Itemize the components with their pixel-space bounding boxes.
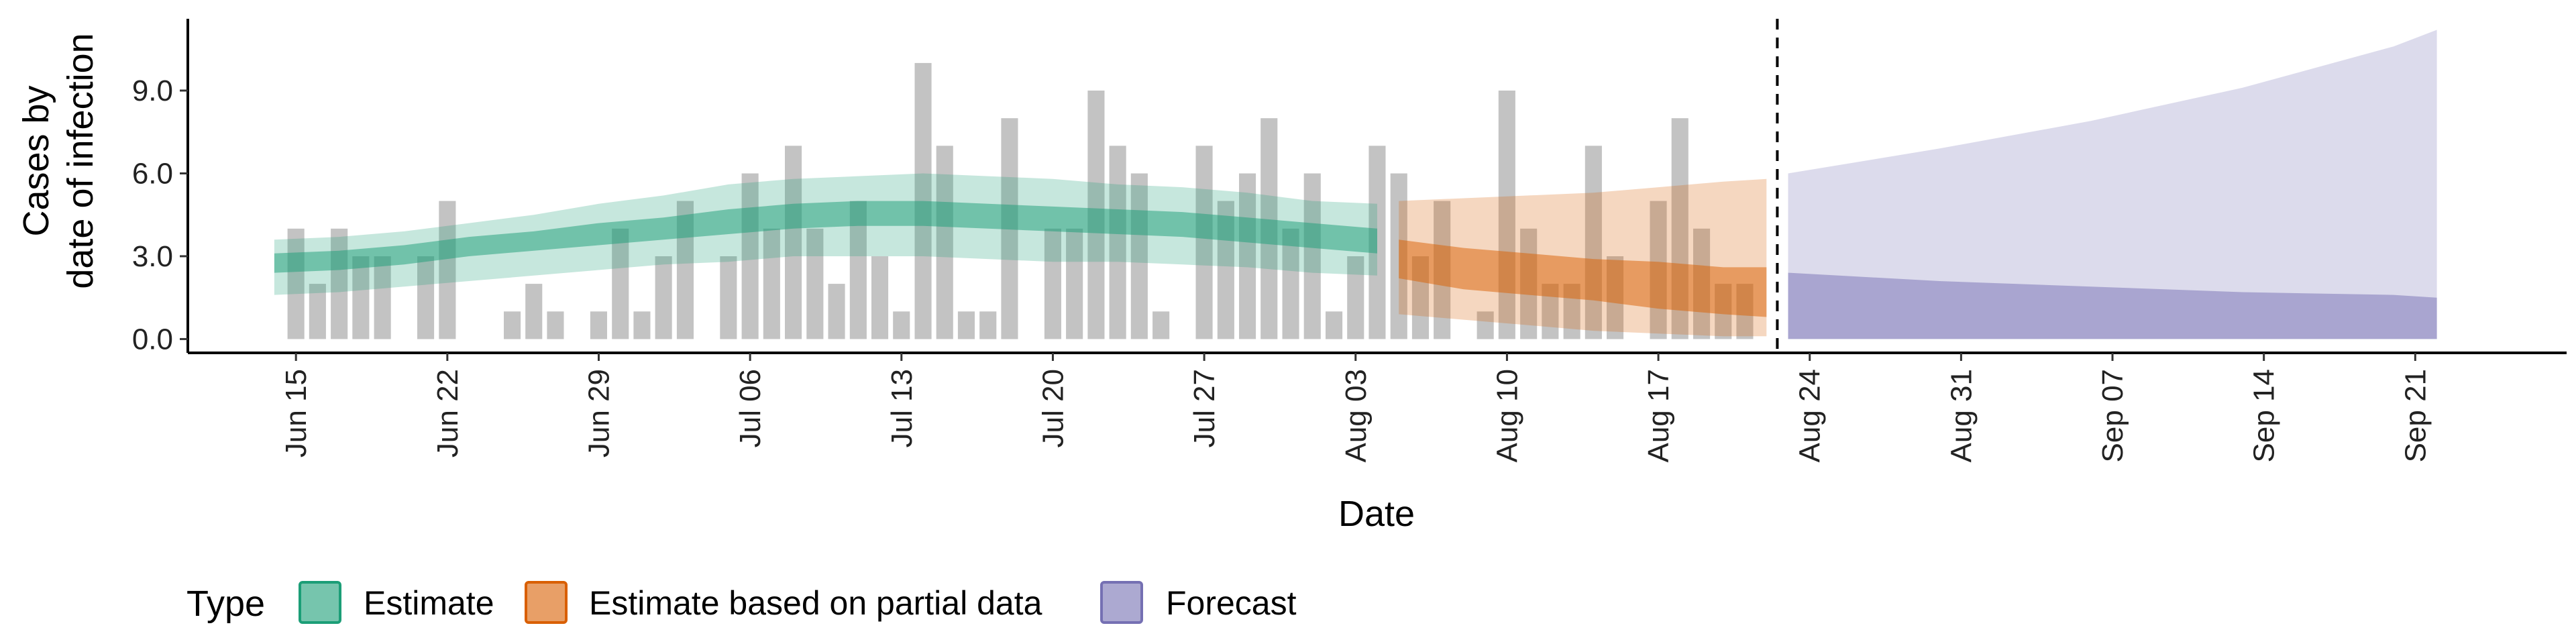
case-bar — [1044, 228, 1061, 339]
legend-label-estimate: Estimate — [364, 584, 494, 622]
x-tick-label: Jun 29 — [583, 369, 616, 458]
case-bar — [1195, 146, 1213, 339]
x-tick-label: Jun 15 — [280, 369, 313, 458]
case-bar — [374, 256, 391, 339]
case-bar — [1347, 256, 1364, 339]
legend-label-partial: Estimate based on partial data — [589, 584, 1042, 622]
case-bar — [1066, 228, 1083, 339]
legend-entry-estimate: Estimate — [299, 581, 494, 624]
x-tick-label: Aug 24 — [1794, 369, 1827, 462]
forecast-band-90 — [1788, 30, 2437, 339]
y-axis-ticks: 0.0 3.0 6.0 9.0 — [132, 74, 188, 356]
y-tick-label: 0.0 — [132, 323, 173, 356]
x-tick-label: Jul 13 — [885, 369, 918, 447]
y-tick-label: 3.0 — [132, 240, 173, 273]
case-bar — [1282, 228, 1299, 339]
x-tick-label: Aug 03 — [1340, 369, 1373, 462]
legend-title: Type — [186, 584, 265, 624]
case-bar — [309, 284, 326, 339]
case-bar — [1498, 91, 1515, 339]
estimate-bands — [274, 30, 2437, 339]
x-tick-label: Jul 20 — [1037, 369, 1070, 447]
x-tick-label: Jul 06 — [734, 369, 767, 447]
case-bar — [1477, 311, 1494, 339]
case-bar — [957, 311, 975, 339]
legend-entry-partial: Estimate based on partial data — [525, 581, 1042, 624]
estimate-band-50 — [274, 201, 1377, 273]
case-bar — [763, 228, 780, 339]
x-tick-label: Sep 14 — [2248, 369, 2281, 462]
case-bar — [893, 311, 910, 339]
legend-swatch-forecast — [1100, 581, 1143, 624]
case-bar — [655, 256, 672, 339]
x-tick-label: Jul 27 — [1188, 369, 1221, 447]
case-bar — [1239, 173, 1256, 339]
y-tick-label: 9.0 — [132, 74, 173, 107]
x-axis-title: Date — [1338, 494, 1415, 534]
case-bar — [979, 311, 997, 339]
forecast-band-50 — [1788, 272, 2437, 339]
case-bar — [590, 311, 607, 339]
case-bar — [1130, 173, 1148, 339]
case-bar — [1152, 311, 1170, 339]
case-bar — [504, 311, 521, 339]
y-tick-label: 6.0 — [132, 157, 173, 190]
case-bar — [417, 256, 435, 339]
case-bar — [871, 256, 889, 339]
case-bar — [331, 228, 348, 339]
estimate-band-90 — [274, 173, 1377, 295]
x-tick-label: Aug 10 — [1491, 369, 1523, 462]
y-axis-title-line-1: Cases by — [16, 85, 56, 236]
case-bar — [741, 173, 759, 339]
x-tick-label: Jun 22 — [431, 369, 464, 458]
case-bar — [828, 284, 845, 339]
legend-swatch-estimate — [299, 581, 341, 624]
case-bar — [525, 284, 543, 339]
case-bar — [1585, 146, 1602, 339]
x-tick-label: Aug 31 — [1945, 369, 1978, 462]
legend-label-forecast: Forecast — [1166, 584, 1297, 622]
x-axis-ticks: Jun 15 Jun 22 Jun 29 Jul 06 Jul 13 Jul 20 Jul … — [280, 353, 2432, 463]
case-bar — [633, 311, 651, 339]
case-bar — [720, 256, 737, 339]
x-tick-label: Sep 21 — [2399, 369, 2432, 462]
case-bar — [936, 146, 953, 339]
case-bar — [612, 228, 629, 339]
case-bar — [352, 256, 370, 339]
x-tick-label: Aug 17 — [1642, 369, 1675, 462]
x-tick-label: Sep 07 — [2096, 369, 2129, 462]
case-bar — [806, 228, 824, 339]
case-bar — [439, 201, 456, 339]
legend: Type Estimate Estimate based on partial … — [186, 581, 1297, 624]
case-bar — [1326, 311, 1343, 339]
case-bar — [785, 146, 802, 339]
case-bar — [1109, 146, 1126, 339]
axes — [186, 19, 2567, 354]
legend-entry-forecast: Forecast — [1100, 581, 1297, 624]
estimate-based-on-partial-data-band-50 — [1399, 239, 1767, 317]
case-bar — [547, 311, 564, 339]
case-bar — [1303, 173, 1321, 339]
y-axis-title-line-2: date of infection — [60, 33, 101, 288]
legend-swatch-partial — [525, 581, 568, 624]
case-bar — [287, 228, 305, 339]
